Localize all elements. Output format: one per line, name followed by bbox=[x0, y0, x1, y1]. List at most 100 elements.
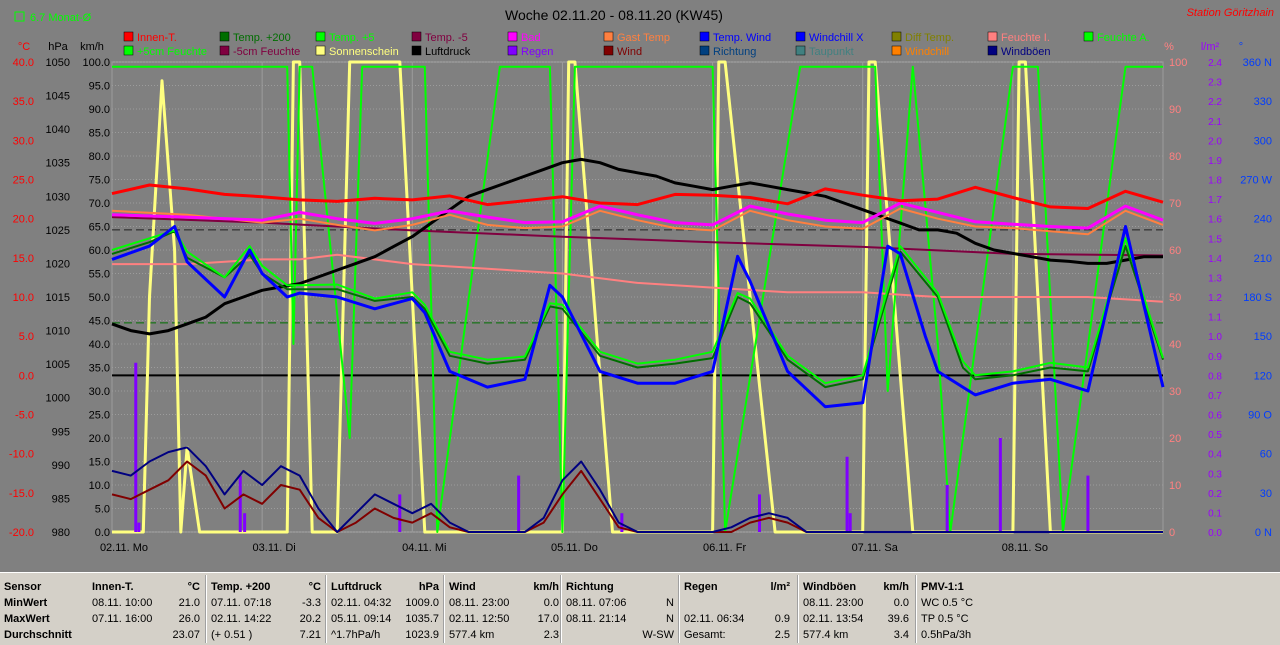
legend-swatch bbox=[699, 31, 710, 42]
legend-label: Taupunkt bbox=[809, 46, 854, 58]
day-label: 04.11. Mi bbox=[402, 542, 446, 554]
axes-layer: 40.0 35.0 30.0 25.0 20.0 15.0 10.0 5.0 0.0 -5.0 -1… bbox=[9, 41, 1273, 554]
legend-swatch bbox=[411, 45, 422, 56]
celsius-tick: 5.0 bbox=[19, 331, 34, 343]
legend-swatch bbox=[411, 31, 422, 42]
percent-unit: % bbox=[1164, 41, 1174, 53]
stats-group-name: Innen-T. bbox=[92, 581, 134, 593]
direction-tick: 90 O bbox=[1248, 410, 1272, 422]
celsius-tick: 30.0 bbox=[13, 135, 34, 147]
stats-cell-value: 26.0 bbox=[178, 613, 200, 625]
kmh-tick: 45.0 bbox=[89, 316, 110, 328]
percent-tick: 100 bbox=[1169, 57, 1187, 69]
rain-tick: 0.1 bbox=[1208, 508, 1222, 519]
stats-group-regen: Regen l/m² 02.11. 06:34 0.9 Gesamt: 2.5 bbox=[684, 579, 790, 643]
direction-tick: 240 bbox=[1254, 214, 1272, 226]
stats-group-name: Temp. +200 bbox=[211, 581, 271, 593]
direction-tick: 150 bbox=[1254, 331, 1272, 343]
stats-cell-info: 08.11. 10:00 bbox=[92, 597, 153, 609]
kmh-tick: 100.0 bbox=[82, 57, 110, 69]
series-line-wind bbox=[111, 460, 1163, 533]
stats-cell-value: 0.0 bbox=[543, 597, 559, 609]
legend-swatch bbox=[507, 31, 518, 42]
hpa-unit: hPa bbox=[48, 41, 68, 53]
legend-swatch bbox=[795, 31, 806, 42]
direction-tick: 360 N bbox=[1243, 57, 1272, 69]
rain-tick: 2.2 bbox=[1208, 97, 1222, 108]
stats-cell-info: 02.11. 14:22 bbox=[211, 613, 272, 625]
rain-tick: 1.1 bbox=[1208, 313, 1222, 324]
rain-tick: 0.9 bbox=[1208, 352, 1222, 363]
stats-cell-value: 0.9 bbox=[774, 613, 790, 625]
rain-tick: 0.7 bbox=[1208, 391, 1222, 402]
legend-label: Feuchte A. bbox=[1097, 32, 1150, 44]
stats-cell-info: 02.11. 13:54 bbox=[803, 613, 864, 625]
stats-group-name: Wind bbox=[449, 581, 476, 593]
kmh-tick: 20.0 bbox=[89, 433, 110, 445]
stats-cell-value: 1009.0 bbox=[405, 597, 439, 609]
avg-marker-icon bbox=[14, 11, 25, 22]
monthly-average-label: 6.7 Monat-Ø bbox=[30, 12, 92, 24]
rain-tick: 1.2 bbox=[1208, 293, 1222, 304]
stats-cell-value: 21.0 bbox=[178, 597, 200, 609]
stats-cell-info: 05.11. 09:14 bbox=[331, 613, 392, 625]
rain-tick: 0.3 bbox=[1208, 469, 1222, 480]
stats-cell-value: 20.2 bbox=[299, 613, 321, 625]
stats-label-min: MinWert bbox=[4, 597, 48, 609]
legend-label: Luftdruck bbox=[425, 46, 471, 58]
rain-tick: 0.6 bbox=[1208, 411, 1222, 422]
stats-cell-info: TP 0.5 °C bbox=[921, 613, 969, 625]
rain-tick: 0.5 bbox=[1208, 430, 1222, 441]
hpa-tick: 985 bbox=[52, 493, 70, 505]
legend: Innen-T. Temp. +200 Temp. +5 Temp. -5 Bad Gas… bbox=[123, 31, 1150, 58]
stats-group-pmv-1-1: PMV-1:1 WC 0.5 °C TP 0.5 °C 0.5hPa/3h bbox=[921, 579, 1021, 643]
celsius-tick: -20.0 bbox=[9, 527, 34, 539]
legend-label: Windchill bbox=[905, 46, 949, 58]
celsius-tick: 20.0 bbox=[13, 214, 34, 226]
stats-group-unit: °C bbox=[308, 581, 321, 593]
direction-tick: 60 bbox=[1260, 449, 1272, 461]
rain-tick: 1.6 bbox=[1208, 215, 1222, 226]
series-line-windb-en bbox=[111, 446, 1163, 533]
stats-group-unit: hPa bbox=[418, 581, 439, 593]
hpa-tick: 980 bbox=[52, 527, 70, 539]
kmh-tick: 90.0 bbox=[89, 104, 110, 116]
percent-tick: 10 bbox=[1169, 480, 1181, 492]
stats-separator bbox=[325, 575, 327, 643]
direction-unit: ° bbox=[1239, 41, 1243, 53]
weather-chart: Woche 02.11.20 - 08.11.20 (KW45) Station… bbox=[9, 7, 1274, 554]
legend-swatch bbox=[507, 45, 518, 56]
station-name: Station Göritzhain bbox=[1187, 7, 1274, 19]
stats-group-innen-t: Innen-T. °C 08.11. 10:00 21.0 07.11. 16:00 26… bbox=[92, 579, 200, 643]
legend-label: Temp. Wind bbox=[713, 32, 771, 44]
stats-group-windb-en: Windböen km/h 08.11. 23:00 0.0 02.11. 13:54 3… bbox=[803, 579, 909, 643]
stats-cell-info: 08.11. 21:14 bbox=[566, 613, 627, 625]
direction-tick: 120 bbox=[1254, 370, 1272, 382]
legend-label: Gast Temp bbox=[617, 32, 670, 44]
percent-tick: 70 bbox=[1169, 198, 1181, 210]
stats-cell-info: WC 0.5 °C bbox=[921, 597, 974, 609]
stats-cell-info: 577.4 km bbox=[803, 629, 849, 641]
kmh-tick: 40.0 bbox=[89, 339, 110, 351]
stats-group-temp-200: Temp. +200 °C 07.11. 07:18 -3.3 02.11. 14:22… bbox=[211, 579, 321, 643]
hpa-tick: 1050 bbox=[46, 57, 70, 69]
stats-group-wind: Wind km/h 08.11. 23:00 0.0 02.11. 12:50 17.0 5… bbox=[449, 579, 559, 643]
celsius-tick: -5.0 bbox=[15, 410, 34, 422]
series-line-sonnenschein bbox=[112, 60, 1163, 534]
rain-tick: 2.1 bbox=[1208, 117, 1222, 128]
stats-label-sensor: Sensor bbox=[4, 581, 42, 593]
direction-tick: 270 W bbox=[1240, 175, 1272, 187]
legend-swatch bbox=[891, 31, 902, 42]
series-line-feuchte-i bbox=[112, 253, 1164, 303]
rain-tick: 1.4 bbox=[1208, 254, 1222, 265]
stats-separator bbox=[797, 575, 799, 643]
stats-group-name: PMV-1:1 bbox=[921, 581, 964, 593]
hpa-tick: 1035 bbox=[46, 158, 70, 170]
kmh-tick: 0.0 bbox=[95, 527, 110, 539]
kmh-tick: 5.0 bbox=[95, 504, 110, 516]
stats-group-luftdruck: Luftdruck hPa 02.11. 04:32 1009.0 05.11. 09:… bbox=[331, 579, 439, 643]
stats-group-unit: °C bbox=[187, 581, 200, 593]
stats-row-labels: Sensor MinWert MaxWert Durchschnitt bbox=[4, 579, 84, 643]
chart-title: Woche 02.11.20 - 08.11.20 (KW45) bbox=[505, 7, 723, 23]
stats-cell-value: 23.07 bbox=[172, 629, 200, 641]
